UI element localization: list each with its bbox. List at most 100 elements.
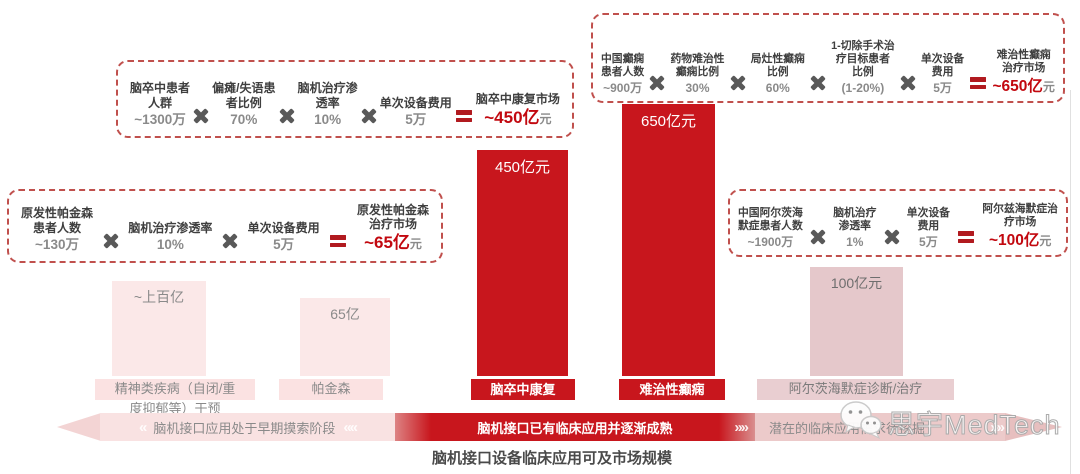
factor-value: 30% — [685, 80, 710, 95]
factor-label: 脑机治疗渗透率 — [128, 220, 213, 235]
result-amount: ~65亿 — [364, 233, 410, 253]
wechat-icon — [838, 399, 884, 446]
formula-box-parkinson: 原发性帕金森 患者人数 ~130万 脑机治疗渗透率 10% 单次设备费用 5万 原发性帕金森… — [7, 189, 443, 263]
factor: 脑机治疗渗透率 10% — [128, 221, 212, 253]
factor-label: 难治性癫痫 治疗市场 — [996, 49, 1051, 74]
bar-value-label: 65亿 — [330, 306, 360, 322]
formula-box-epilepsy: 中国癫痫 患者人数 ~900万 药物难治性 癫痫比例 30% 局灶性癫痫 比例 60% 1-… — [591, 13, 1065, 103]
factor: 单次设备 费用 5万 — [921, 53, 964, 95]
factor-label: 脑卒中患者 人群 — [130, 81, 191, 110]
factor: 中国癫痫 患者人数 ~900万 — [601, 53, 644, 95]
factor-label: 中国阿尔茨海 默症患者人数 — [738, 206, 803, 232]
chart-title: 脑机接口设备临床应用可及市场规模 — [431, 450, 672, 467]
category-label: 精神类疾病（自闭/重 度抑郁等）干预 — [114, 381, 236, 416]
factor-value: ~1300万 — [134, 112, 186, 128]
bar-value-label: 450亿元 — [494, 159, 551, 176]
factor-label: 单次设备 费用 — [906, 206, 950, 232]
equals-icon — [455, 110, 472, 122]
factor-value: 70% — [230, 112, 258, 128]
bar-4: 100亿元 — [810, 267, 903, 376]
factor: 1-切除手术治 疗目标患者 比例 (1-20%) — [831, 40, 895, 95]
result-unit: 元 — [539, 112, 552, 127]
chevron-right-icon: »» — [734, 418, 749, 436]
watermark: 思宇MedTech — [838, 399, 1061, 446]
result-amount: ~450亿 — [484, 108, 540, 128]
category-label: 帕金森 — [311, 381, 351, 396]
result: 原发性帕金森 治疗市场 ~65亿元 — [357, 203, 429, 253]
factor-value: 5万 — [405, 112, 427, 128]
timeline-segment-label: 脑机接口应用处于早期摸索阶段 — [153, 420, 336, 436]
factor: 局灶性癫痫 比例 60% — [751, 53, 805, 95]
factor-label: 单次设备费用 — [247, 220, 320, 235]
factor-label: 阿尔兹海默症治 疗市场 — [982, 203, 1058, 228]
factor: 原发性帕金森 患者人数 ~130万 — [21, 206, 93, 253]
equals-icon — [330, 235, 347, 247]
chevron-left-icon: «« — [343, 418, 358, 436]
category-plate-2: 脑卒中康复 — [471, 379, 575, 400]
factor-value: 10% — [156, 237, 184, 253]
multiply-icon — [884, 229, 900, 245]
factor-label: 脑卒中康复市场 — [475, 91, 560, 106]
timeline-segment-early: « 脑机接口应用处于早期摸索阶段 «« — [100, 413, 395, 441]
result-unit: 元 — [1042, 79, 1055, 94]
factor-label: 局灶性癫痫 比例 — [750, 52, 805, 78]
bar-value-label: 100亿元 — [830, 275, 883, 291]
factor: 脑机治疗 渗透率 1% — [833, 207, 876, 249]
factor-value: 5万 — [933, 80, 952, 95]
factor-value: 5万 — [273, 237, 295, 253]
multiply-icon — [193, 108, 209, 124]
multiply-icon — [900, 75, 916, 91]
factor-label: 药物难治性 癫痫比例 — [670, 52, 725, 78]
multiply-icon — [730, 75, 746, 91]
factor: 单次设备费用 5万 — [380, 96, 452, 128]
result-amount: ~100亿 — [988, 231, 1040, 249]
chevron-right-icon: »» — [990, 418, 1005, 436]
formula-box-alzheimer: 中国阿尔茨海 默症患者人数 ~1900万 脑机治疗 渗透率 1% 单次设备 费用 5万 阿尔… — [728, 189, 1068, 257]
factor-value: ~130万 — [35, 237, 79, 253]
factor-label: 中国癫痫 患者人数 — [601, 52, 645, 78]
chevron-left-icon: « — [138, 418, 147, 436]
category-label: 难治性癫痫 — [639, 382, 705, 397]
bar-value-label: 650亿元 — [640, 113, 697, 130]
result-value: ~65亿元 — [364, 233, 422, 253]
factor-label: 1-切除手术治 疗目标患者 比例 — [831, 39, 895, 78]
factor-label: 单次设备费用 — [379, 95, 452, 110]
factor-value: 60% — [765, 80, 790, 95]
category-label: 脑卒中康复 — [490, 382, 556, 397]
multiply-icon — [810, 229, 826, 245]
bar-1: 65亿 — [300, 298, 390, 376]
factor-value: 1% — [846, 234, 864, 249]
bar-0: ~上百亿 — [112, 281, 206, 376]
result-unit: 元 — [1039, 233, 1052, 248]
factor-value: (1-20%) — [841, 80, 885, 95]
category-plate-3: 难治性癫痫 — [619, 379, 725, 400]
timeline-segment-clinical: 脑机接口已有临床应用并逐渐成熟 »» — [395, 413, 755, 441]
timeline-segment-label: 脑机接口已有临床应用并逐渐成熟 — [477, 420, 673, 436]
watermark-brand: 思宇MedTech — [888, 410, 1061, 441]
bar-value-label: ~上百亿 — [133, 289, 185, 305]
result: 脑卒中康复市场 ~450亿元 — [476, 92, 560, 128]
formula-box-stroke: 脑卒中患者 人群 ~1300万 偏瘫/失语患 者比例 70% 脑机治疗渗 透率 10% 单次… — [116, 60, 574, 138]
result-value: ~100亿元 — [989, 232, 1051, 249]
multiply-icon — [810, 75, 826, 91]
multiply-icon — [279, 108, 295, 124]
factor-value: 10% — [314, 112, 342, 128]
result-value: ~450亿元 — [484, 108, 552, 128]
result-value: ~650亿元 — [993, 78, 1055, 95]
factor: 中国阿尔茨海 默症患者人数 ~1900万 — [738, 207, 803, 249]
category-plate-0: 精神类疾病（自闭/重 度抑郁等）干预 — [95, 379, 255, 416]
multiply-icon — [361, 108, 377, 124]
category-plate-4: 阿尔茨海默症诊断/治疗 — [757, 379, 954, 400]
result-amount: ~650亿 — [992, 77, 1043, 95]
bar-2: 450亿元 — [477, 150, 568, 376]
bar-3: 650亿元 — [622, 104, 715, 376]
factor-value: 5万 — [919, 234, 938, 249]
multiply-icon — [103, 233, 119, 249]
factor-label: 偏瘫/失语患 者比例 — [212, 81, 276, 110]
result: 难治性癫痫 治疗市场 ~650亿元 — [993, 49, 1055, 95]
factor: 药物难治性 癫痫比例 30% — [671, 53, 725, 95]
multiply-icon — [649, 75, 665, 91]
factor-value: ~1900万 — [747, 234, 794, 249]
factor: 脑卒中患者 人群 ~1300万 — [130, 81, 190, 128]
result: 阿尔兹海默症治 疗市场 ~100亿元 — [982, 203, 1058, 249]
